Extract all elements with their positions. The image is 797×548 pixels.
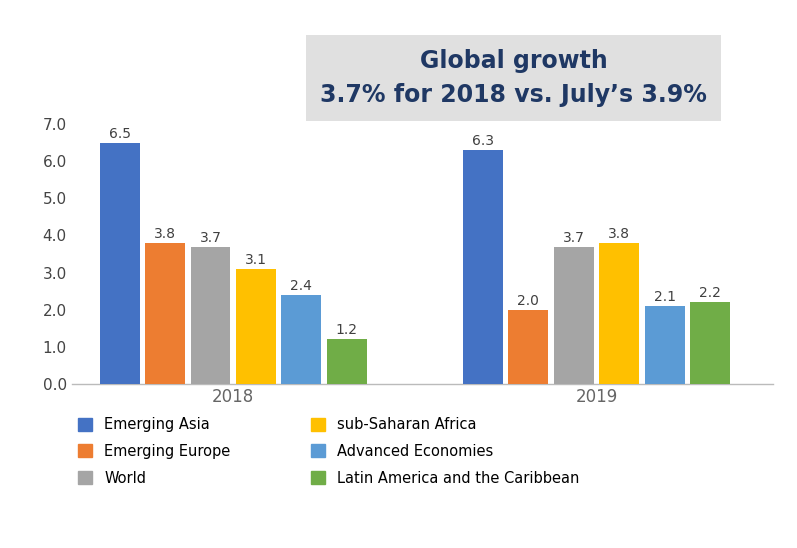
Text: 3.7: 3.7 <box>563 231 585 245</box>
Bar <box>554 247 594 384</box>
Text: Global growth
3.7% for 2018 vs. July’s 3.9%: Global growth 3.7% for 2018 vs. July’s 3… <box>320 49 707 107</box>
Text: 6.5: 6.5 <box>108 127 131 141</box>
Text: 2.4: 2.4 <box>290 279 312 293</box>
Text: 6.3: 6.3 <box>472 134 494 149</box>
Text: 3.8: 3.8 <box>608 227 630 241</box>
Legend: Emerging Asia, Emerging Europe, World, sub-Saharan Africa, Advanced Economies, L: Emerging Asia, Emerging Europe, World, s… <box>72 412 585 492</box>
Bar <box>100 143 139 384</box>
Text: 3.1: 3.1 <box>245 253 267 267</box>
Bar <box>327 339 367 384</box>
Text: 1.2: 1.2 <box>336 323 358 338</box>
Text: 3.8: 3.8 <box>154 227 176 241</box>
Bar <box>508 310 548 384</box>
Text: 2.2: 2.2 <box>699 286 721 300</box>
Bar <box>645 306 685 384</box>
Bar <box>190 247 230 384</box>
Text: 2.0: 2.0 <box>517 294 540 307</box>
Bar <box>281 295 321 384</box>
Text: 3.7: 3.7 <box>199 231 222 245</box>
Text: 2.1: 2.1 <box>654 290 676 304</box>
Bar <box>599 243 639 384</box>
Bar <box>463 150 503 384</box>
Bar <box>236 269 276 384</box>
Bar <box>690 302 730 384</box>
Bar <box>145 243 185 384</box>
